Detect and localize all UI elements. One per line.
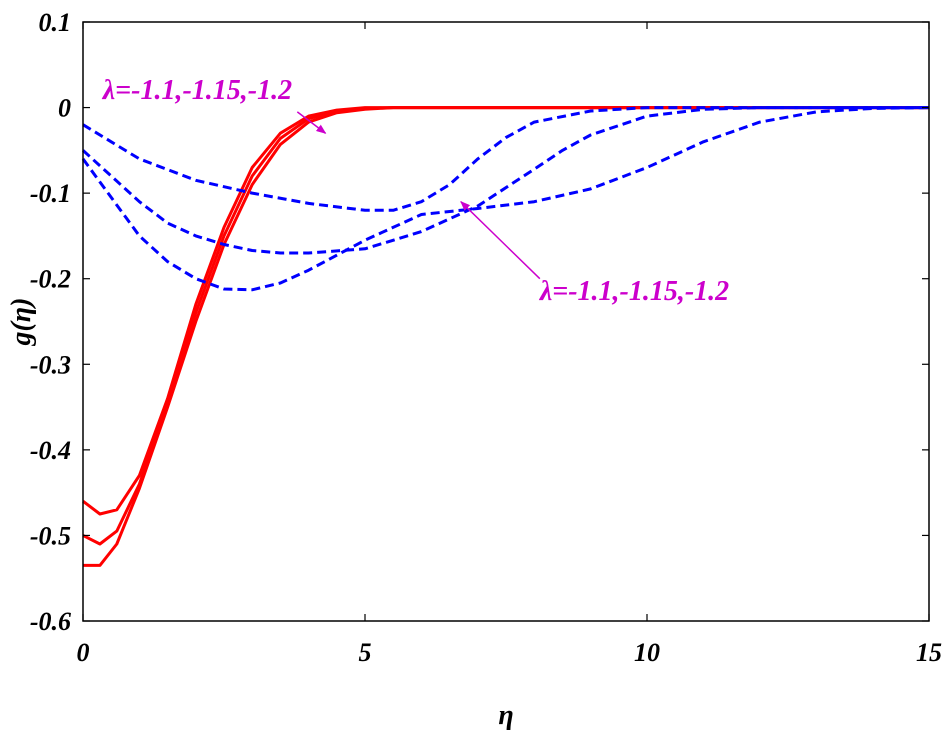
annotation-arrow-2 — [460, 201, 541, 280]
series-line-6-dashed — [81, 106, 930, 292]
series-line-1-solid — [82, 106, 929, 516]
y-tick-label: -0.1 — [30, 179, 71, 208]
y-tick-label: -0.3 — [30, 350, 71, 379]
x-tick-label: 0 — [77, 638, 90, 667]
y-axis-label: g(η) — [6, 297, 37, 346]
series-line-3-solid — [83, 106, 929, 567]
series-layer — [81, 106, 930, 567]
y-tick-label: -0.4 — [30, 436, 71, 465]
x-axis-label: η — [498, 700, 513, 731]
series-line-4-dashed — [82, 106, 929, 212]
x-tick-label: 10 — [634, 638, 660, 667]
x-tick-label: 15 — [916, 638, 942, 667]
annotation-label-1: λ=-1.1,-1.15,-1.2 — [102, 75, 292, 106]
plot-frame — [82, 21, 930, 622]
annotation-layer: λ=-1.1,-1.15,-1.2 λ=-1.1,-1.15,-1.2 — [102, 75, 729, 307]
y-tick-label: 0 — [58, 94, 71, 123]
annotation-label-2: λ=-1.1,-1.15,-1.2 — [539, 276, 729, 307]
y-tick-label: -0.6 — [30, 607, 71, 636]
y-tick-label: -0.5 — [30, 521, 71, 550]
series-line-5-dashed — [81, 106, 929, 255]
y-tick-label: 0.1 — [39, 8, 72, 37]
annotation-arrow-1 — [296, 111, 327, 134]
y-tick-label: -0.2 — [30, 265, 71, 294]
x-tick-label: 5 — [359, 638, 372, 667]
tick-layer: 0 5 10 15 0.1 0 -0.1 -0.2 -0.3 -0.4 -0.5 -0.6 — [30, 8, 942, 667]
series-line-2-solid — [82, 106, 929, 546]
